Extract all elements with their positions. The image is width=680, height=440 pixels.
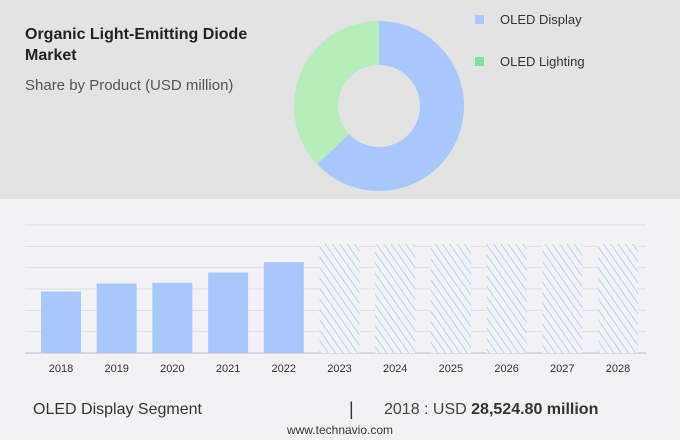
chart-subtitle: Share by Product (USD million) (25, 77, 234, 94)
value-amount: 28,524.80 million (471, 401, 599, 418)
x-tick-label: 2021 (216, 363, 240, 375)
x-tick-label: 2026 (494, 363, 518, 375)
legend-item-oled-display: OLED Display (475, 12, 582, 27)
forecast-bar-2027 (542, 244, 583, 353)
forecast-bar-2028 (598, 244, 638, 353)
bar-2020 (152, 282, 193, 353)
donut-slice-oled-lighting (294, 21, 379, 165)
forecast-bar-2024 (375, 244, 416, 353)
x-tick-label: 2023 (327, 363, 351, 375)
x-tick-label: 2020 (160, 363, 184, 375)
bar-2021 (208, 272, 249, 353)
legend-label: OLED Lighting (500, 54, 585, 69)
site-url: www.technavio.com (286, 423, 394, 437)
bar-2022 (263, 262, 304, 353)
donut-slice-oled-display (317, 21, 464, 191)
x-tick-label: 2018 (49, 363, 73, 375)
year-label: 2018 : USD (384, 401, 472, 418)
x-tick-label: 2024 (383, 363, 407, 375)
x-tick-label: 2028 (606, 363, 630, 375)
segment-label: OLED Display Segment (33, 401, 202, 418)
x-tick-label: 2027 (550, 363, 574, 375)
x-tick-label: 2019 (104, 363, 128, 375)
forecast-bar-2026 (486, 244, 527, 353)
segment-value: 2018 : USD 28,524.80 million (384, 401, 598, 419)
bar-2018 (41, 291, 81, 353)
separator: | (349, 399, 354, 419)
forecast-bar-2023 (319, 244, 360, 353)
chart-title: Organic Light-Emitting Diode Market (25, 26, 248, 64)
forecast-bar-2025 (430, 244, 471, 353)
legend-swatch-lighting (475, 57, 484, 66)
legend-item-oled-lighting: OLED Lighting (475, 54, 585, 69)
x-tick-label: 2025 (439, 363, 463, 375)
legend-label: OLED Display (500, 12, 582, 27)
bar-2019 (96, 283, 137, 353)
legend-swatch-display (475, 15, 484, 24)
x-tick-label: 2022 (272, 363, 296, 375)
